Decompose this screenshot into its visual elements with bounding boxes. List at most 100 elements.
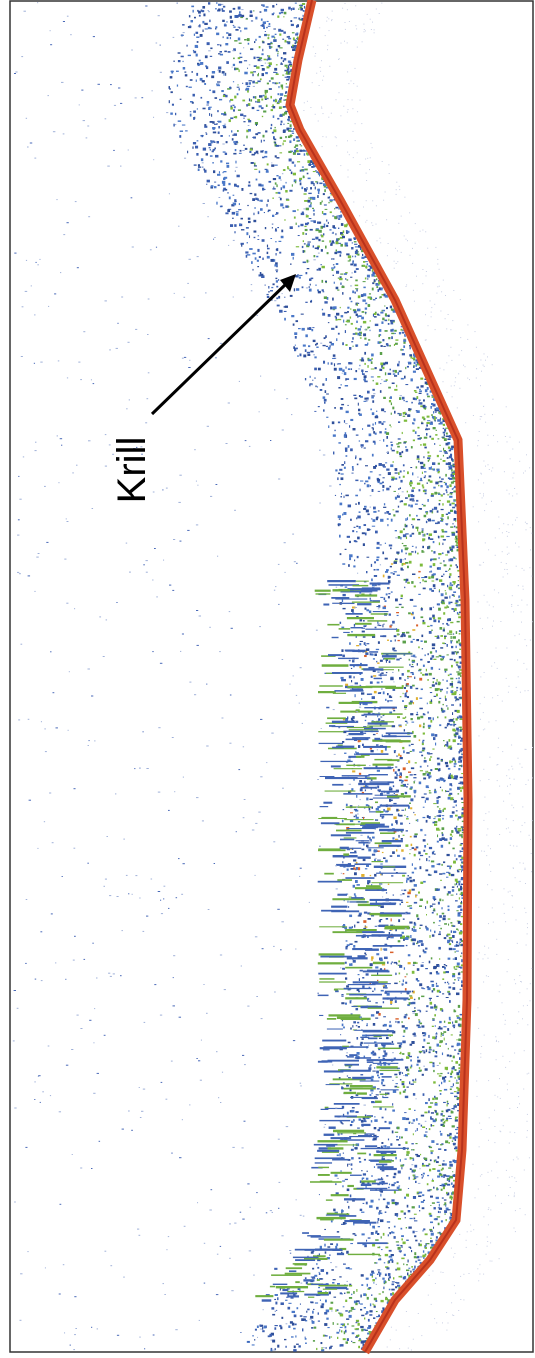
echo-dot (235, 116, 237, 118)
echo-dot (417, 553, 419, 555)
echo-dot (272, 1340, 275, 1343)
echo-dot (272, 105, 274, 106)
echo-dot (263, 135, 265, 138)
echo-dot (423, 399, 425, 401)
echo-dot (359, 780, 362, 783)
echo-dot (411, 1123, 413, 1124)
echo-dot (250, 193, 253, 194)
echo-dot (311, 166, 313, 168)
echo-dot (431, 630, 433, 631)
echo-dot (178, 60, 181, 62)
echo-dot (310, 160, 312, 163)
echo-dot (233, 26, 235, 27)
echo-dot (403, 1242, 406, 1245)
echo-dot (449, 634, 452, 635)
echo-dot (415, 364, 417, 367)
echo-dot (349, 915, 352, 917)
echo-dot (419, 1210, 420, 1211)
echo-dot (389, 614, 391, 616)
echo-dot (205, 55, 208, 58)
echo-dot (444, 438, 447, 441)
echo-dot (431, 733, 434, 736)
echo-dot (288, 119, 289, 121)
echo-dot (241, 15, 244, 17)
echo-dot (313, 171, 316, 172)
echo-dot (450, 773, 451, 775)
echo-dot (409, 1056, 412, 1057)
echo-dot (293, 128, 295, 130)
echo-dot (454, 1096, 457, 1097)
echo-dot (272, 82, 274, 83)
echo-dot (427, 499, 428, 502)
echo-dot (271, 164, 274, 166)
echo-dot (447, 1054, 449, 1056)
echo-dot (337, 1155, 339, 1157)
echo-dot (441, 1111, 443, 1113)
echo-dot (250, 99, 252, 101)
echo-dot (443, 560, 444, 562)
echo-dot (274, 165, 277, 166)
echo-dot (425, 948, 427, 950)
echo-dot (453, 1107, 454, 1110)
echo-dot (317, 189, 319, 191)
echo-dot (349, 1268, 352, 1269)
echo-dot (433, 818, 435, 819)
echo-dot (451, 446, 454, 449)
echo-dot (395, 1286, 397, 1288)
echo-dot (429, 792, 432, 793)
echo-dot (222, 8, 224, 10)
echo-dot (350, 1124, 352, 1126)
echo-dot (439, 915, 442, 918)
echo-dot (436, 1113, 439, 1116)
echo-dot (374, 1262, 376, 1264)
echo-dot (376, 286, 378, 288)
echo-dot (277, 1297, 278, 1300)
echo-dot (305, 349, 307, 352)
echo-dot (459, 649, 461, 650)
echo-dot (451, 761, 453, 762)
echo-dot (413, 812, 414, 813)
echo-dot (352, 530, 354, 532)
echo-dot (202, 6, 205, 9)
echo-dot (458, 830, 461, 832)
echo-dot (426, 669, 427, 672)
echo-dot (345, 495, 348, 497)
echo-dot (377, 625, 378, 626)
echo-dot (399, 361, 400, 364)
echo-dot (337, 376, 340, 379)
echo-dot (283, 140, 286, 141)
echo-dot (425, 906, 426, 909)
echo-dot (347, 1338, 349, 1341)
echo-dot (414, 928, 415, 930)
echo-dot (458, 1024, 460, 1027)
echo-dot (410, 798, 413, 801)
echo-dot (397, 1245, 400, 1246)
echo-dot (430, 1205, 431, 1206)
echo-dot (351, 868, 354, 870)
echo-dot (416, 1064, 418, 1066)
echo-dot (453, 718, 454, 719)
echo-dot (329, 1255, 330, 1256)
echo-dot (369, 327, 371, 328)
echo-dot (417, 1128, 418, 1131)
echo-dot (339, 484, 341, 485)
echo-dot (182, 24, 185, 25)
echo-dot (389, 545, 392, 547)
echo-dot (448, 987, 451, 989)
echo-dot (433, 584, 436, 587)
echo-dot (230, 87, 231, 89)
echo-dot (444, 1021, 445, 1023)
echo-dot (285, 91, 286, 94)
echo-dot (177, 85, 178, 87)
echo-dot (377, 1075, 379, 1077)
echo-dot (197, 140, 199, 141)
echo-dot (458, 677, 459, 679)
echo-dot (417, 459, 420, 460)
echo-dot (447, 1101, 448, 1103)
echo-dot (340, 1327, 343, 1328)
echo-dot (443, 460, 446, 462)
echo-dot (363, 636, 366, 637)
echo-dot (227, 165, 230, 168)
echo-dot (274, 1299, 276, 1300)
echo-dot (410, 935, 411, 938)
